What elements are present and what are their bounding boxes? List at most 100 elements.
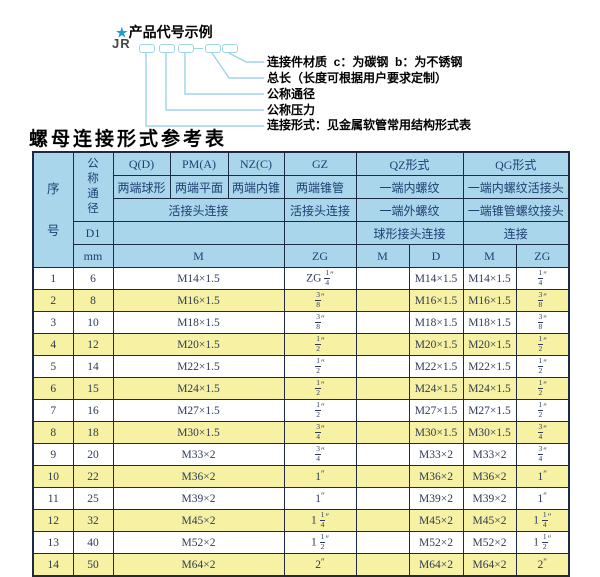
connector-line-1	[145, 53, 264, 127]
cell-qz_m	[355, 399, 410, 422]
cell-qg_m: M14×1.5	[462, 267, 517, 290]
col-header-seq: 序号	[32, 151, 74, 268]
cell-no: 1	[32, 267, 74, 290]
cell-qg_m: M27×1.5	[462, 399, 517, 422]
table-row: 12 32 M45×2 1 1 4 ″ M45×2 M45×2 1 1 4 ″	[32, 509, 570, 532]
qg-m-unit-header: M	[462, 244, 517, 268]
cell-gz_zg: 1 1 2 ″	[283, 531, 357, 554]
table-row: 6 15 M24×1.5 1 2 ″ M24×1.5 M24×1.5 1 2 ″	[32, 377, 570, 400]
cell-qz_d: M36×2	[408, 465, 464, 488]
cell-m: M27×1.5	[112, 399, 285, 422]
d1-header: D1	[72, 221, 114, 245]
cell-m: M14×1.5	[112, 267, 285, 290]
header-row-3: 活接头连接 活接头连接 一端外螺纹 一端锥管螺纹接头	[33, 198, 570, 222]
cell-dn: 18	[72, 421, 114, 444]
label-connection-form: 连接形式：见金属软管常用结构形式表	[267, 118, 472, 132]
cell-qz_d: M18×1.5	[408, 311, 464, 334]
cell-gz_zg: 1″	[283, 465, 357, 488]
product-code-example-title: ★产品代号示例	[116, 22, 213, 42]
code-prefix: JR	[112, 36, 131, 51]
cell-no: 9	[32, 443, 74, 466]
table-row: 10 22 M36×2 1″ M36×2 M36×2 1″	[32, 465, 570, 488]
pm-sub-header: 两端平面	[169, 175, 229, 199]
label-nominal-pressure: 公称压力	[267, 103, 316, 117]
connector-line-5	[228, 52, 264, 63]
qz-d-unit-header: D	[408, 244, 464, 268]
cell-qz_m	[355, 377, 410, 400]
code-box-5	[222, 44, 238, 53]
cell-m: M18×1.5	[112, 311, 285, 334]
cell-qg_m: M52×2	[462, 531, 517, 554]
table-row: 14 50 M64×2 2″ M64×2 M64×2 2″	[32, 553, 570, 577]
cell-m: M22×1.5	[112, 355, 285, 378]
cell-gz_zg: 1 2 ″	[283, 355, 357, 378]
cell-qg_zg: 3 4 ″	[515, 421, 570, 444]
cell-dn: 8	[72, 289, 114, 312]
connector-line-2	[165, 53, 264, 111]
cell-qz_d: M45×2	[408, 509, 464, 532]
cell-qg_m: M39×2	[462, 487, 517, 510]
cell-m: M45×2	[112, 509, 285, 532]
cell-dn: 15	[72, 377, 114, 400]
cell-gz_zg: 3 8 ″	[283, 289, 357, 312]
cell-gz_zg: 2″	[283, 553, 357, 577]
col-header-qg: QG形式	[462, 151, 570, 176]
cell-qg_m: M16×1.5	[462, 289, 517, 312]
qz-connection-header: 球形接头连接	[355, 221, 464, 245]
cell-qz_d: M27×1.5	[408, 399, 464, 422]
connector-line-4	[211, 52, 264, 79]
cell-dn: 50	[72, 553, 114, 577]
m-unit-header: M	[112, 244, 285, 268]
code-box-2	[159, 44, 175, 53]
mm-header: mm	[72, 244, 114, 268]
cell-m: M20×1.5	[112, 333, 285, 356]
cell-qg_zg: 1 1 2 ″	[515, 531, 570, 554]
cell-qz_m	[355, 531, 410, 554]
cell-qz_d: M20×1.5	[408, 333, 464, 356]
cell-no: 8	[32, 421, 74, 444]
cell-qg_zg: 1″	[515, 465, 570, 488]
cell-qz_d: M14×1.5	[408, 267, 464, 290]
cell-no: 2	[32, 289, 74, 312]
qg-sub-header-2: 一端锥管螺纹接头	[462, 198, 570, 222]
cell-m: M64×2	[112, 553, 285, 577]
qg-zg-unit-header: ZG	[515, 244, 570, 268]
connector-line-3	[184, 53, 264, 95]
table-body: 1 6 M14×1.5 ZG 1 4 ″ M14×1.5 M14×1.5 1 4 ″ 2 8 M16×1.…	[32, 267, 570, 577]
gz-sub-header: 两端锥管	[283, 175, 357, 199]
cell-qg_m: M20×1.5	[462, 333, 517, 356]
header-row-1: 序号 公称通径 Q(D) PM(A) NZ(C) GZ QZ形式 QG形式	[32, 151, 570, 268]
cell-qz_d: M39×2	[408, 487, 464, 510]
cell-qg_zg: 1″	[515, 487, 570, 510]
cell-qg_zg: 1 2 ″	[515, 399, 570, 422]
qz-sub-header-2: 一端外螺纹	[355, 198, 464, 222]
label-total-length: 总长（长度可根据用户要求定制）	[267, 71, 448, 85]
cell-m: M36×2	[112, 465, 285, 488]
cell-gz_zg: 1 2 ″	[283, 333, 357, 356]
cell-qz_m	[355, 509, 410, 532]
table-header: 序号 公称通径 Q(D) PM(A) NZ(C) GZ QZ形式 QG形式 两端…	[32, 151, 570, 268]
gz-connection-header: 活接头连接	[283, 198, 357, 222]
cell-dn: 22	[72, 465, 114, 488]
star-icon: ★	[116, 25, 128, 40]
header-row-5: mm M ZG M D M ZG	[33, 244, 570, 268]
cell-m: M39×2	[112, 487, 285, 510]
cell-qg_m: M18×1.5	[462, 311, 517, 334]
header-row-4: D1 球形接头连接 连接	[33, 221, 570, 245]
table-row: 3 10 M18×1.5 3 8 ″ M18×1.5 M18×1.5 3 8 ″	[32, 311, 570, 334]
cell-no: 13	[32, 531, 74, 554]
empty-cell	[283, 221, 357, 245]
cell-qg_m: M64×2	[462, 553, 517, 577]
cell-no: 4	[32, 333, 74, 356]
cell-no: 3	[32, 311, 74, 334]
cell-no: 11	[32, 487, 74, 510]
code-box-3	[178, 44, 194, 53]
cell-gz_zg: 3 4 ″	[283, 421, 357, 444]
code-box-1	[139, 44, 155, 53]
cell-qz_d: M22×1.5	[408, 355, 464, 378]
cell-no: 10	[32, 465, 74, 488]
zg-unit-header: ZG	[283, 244, 357, 268]
table-row: 7 16 M27×1.5 1 2 ″ M27×1.5 M27×1.5 1 2 ″	[32, 399, 570, 422]
qz-m-unit-header: M	[355, 244, 410, 268]
cell-dn: 6	[72, 267, 114, 290]
